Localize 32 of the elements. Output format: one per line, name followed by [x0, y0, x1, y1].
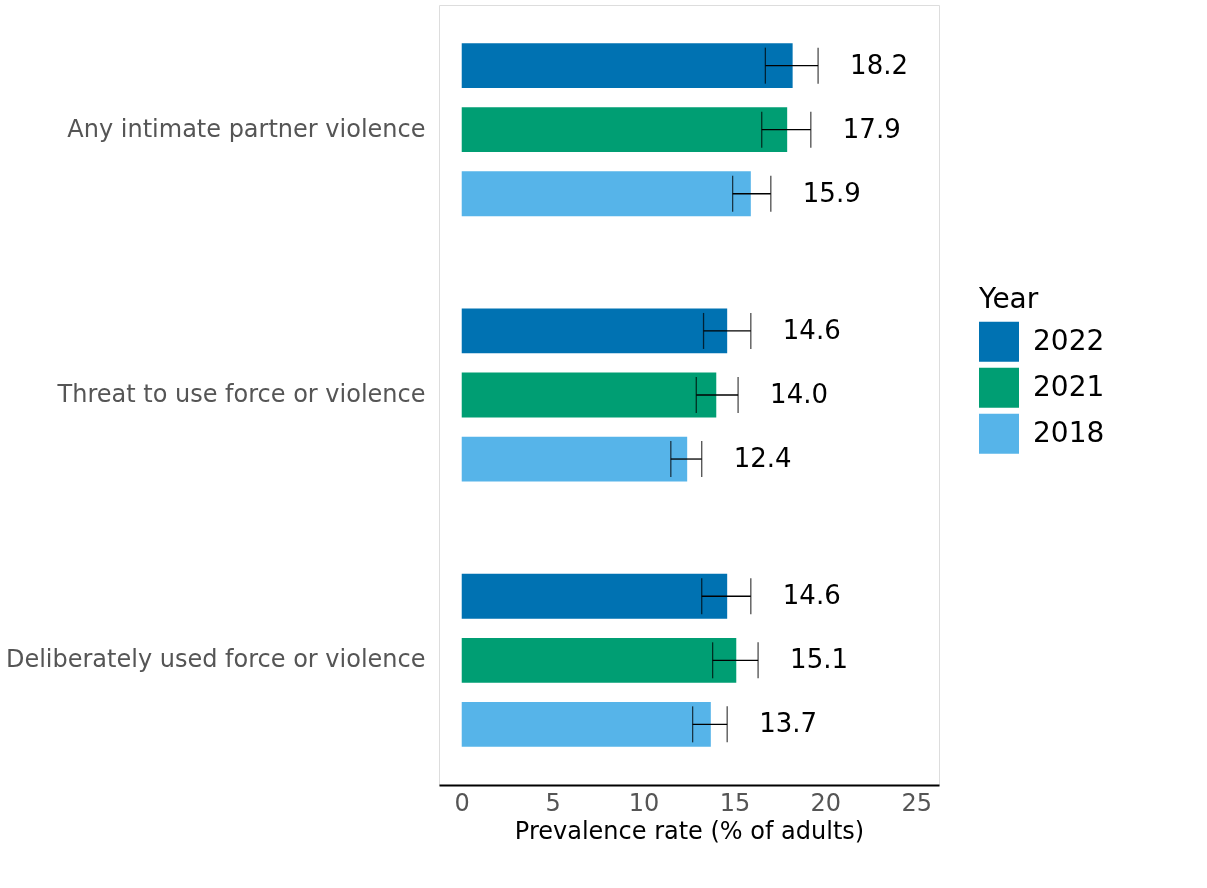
legend-label: 2018	[1033, 415, 1105, 449]
x-tick-label: 15	[719, 788, 751, 817]
legend-label: 2021	[1033, 369, 1105, 403]
bar	[461, 107, 788, 153]
y-tick-label: Deliberately used force or violence	[5, 645, 426, 674]
bar	[461, 573, 728, 619]
x-tick-label: 20	[810, 788, 842, 817]
legend-label: 2022	[1033, 323, 1105, 357]
data-label: 15.1	[790, 644, 848, 675]
data-label: 15.9	[802, 177, 861, 208]
x-tick-label: 25	[901, 788, 933, 817]
y-tick-label: Threat to use force or violence	[56, 380, 426, 408]
data-label: 12.4	[733, 443, 792, 474]
bar	[461, 436, 688, 482]
data-label: 13.7	[759, 708, 818, 739]
data-label: 17.9	[842, 113, 901, 144]
bar	[461, 701, 711, 747]
data-label: 14.6	[782, 580, 841, 611]
data-label: 14.6	[782, 314, 841, 345]
y-tick-label: Any intimate partner violence	[67, 114, 426, 143]
x-axis-title: Prevalence rate (% of adults)	[514, 816, 865, 845]
legend-title: Year	[978, 281, 1039, 315]
bar	[461, 171, 751, 217]
bar	[461, 308, 728, 354]
data-label: 14.0	[770, 379, 828, 409]
bar	[461, 637, 737, 683]
data-label: 18.2	[850, 49, 908, 80]
x-tick-label: 0	[454, 788, 470, 817]
bar	[461, 43, 793, 89]
bar	[461, 372, 717, 418]
x-tick-label: 10	[628, 788, 660, 817]
x-tick-label: 5	[545, 788, 561, 817]
